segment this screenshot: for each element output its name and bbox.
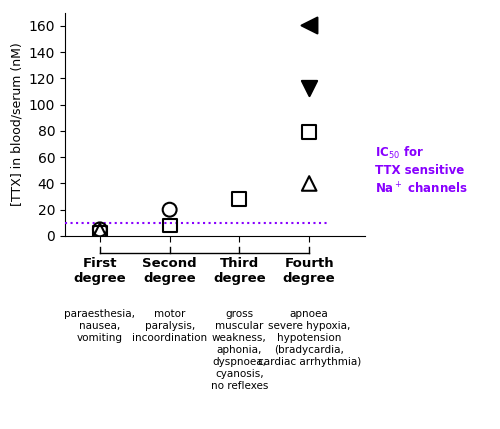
Point xyxy=(305,21,313,28)
Text: Third
degree: Third degree xyxy=(213,257,266,285)
Y-axis label: [TTX] in blood/serum (nM): [TTX] in blood/serum (nM) xyxy=(10,42,23,206)
Text: First
degree: First degree xyxy=(74,257,126,285)
Text: apnoea
severe hypoxia,
hypotension
(bradycardia,
cardiac arrhythmia): apnoea severe hypoxia, hypotension (brad… xyxy=(258,309,361,367)
Point xyxy=(166,222,173,229)
Point xyxy=(236,196,244,202)
Text: Second
degree: Second degree xyxy=(142,257,197,285)
Text: IC$_{50}$ for
TTX sensitive
Na$^+$ channels: IC$_{50}$ for TTX sensitive Na$^+$ chann… xyxy=(375,145,468,197)
Text: motor
paralysis,
incoordination: motor paralysis, incoordination xyxy=(132,309,207,343)
Point xyxy=(96,226,104,233)
Text: gross
muscular
weakness,
aphonia,
dyspnoea,
cyanosis,
no reflexes: gross muscular weakness, aphonia, dyspno… xyxy=(210,309,268,391)
Point xyxy=(96,230,104,237)
Point xyxy=(305,129,313,136)
Point xyxy=(166,206,173,213)
Point xyxy=(96,227,104,234)
Text: paraesthesia,
nausea,
vomiting: paraesthesia, nausea, vomiting xyxy=(64,309,136,343)
Point xyxy=(305,180,313,187)
Text: Fourth
degree: Fourth degree xyxy=(283,257,336,285)
Point xyxy=(305,84,313,91)
